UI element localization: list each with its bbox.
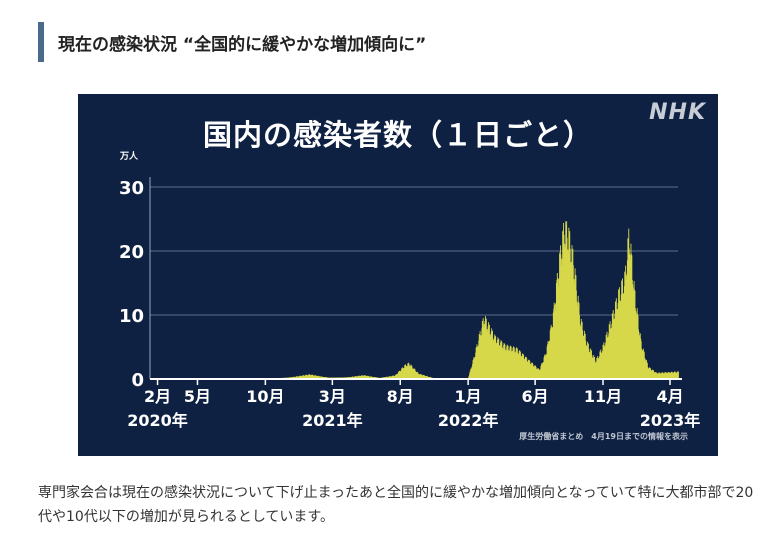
- x-tick-month-label: 1月: [455, 387, 482, 406]
- chart-panel: 国内の感染者数（１日ごと） NHK 万人 0 10 20 30 2月 2020年 5月 10月 3…: [78, 94, 718, 456]
- daily-case-bar: [402, 368, 404, 379]
- y-tick-label: 0: [131, 370, 144, 391]
- x-tick-month-label: 3月: [319, 387, 346, 406]
- nhk-logo: NHK: [649, 100, 706, 125]
- y-axis-unit-label: 万人: [119, 150, 139, 162]
- daily-case-bar: [579, 325, 581, 379]
- daily-case-bar: [678, 371, 679, 379]
- chart-plot-area: 万人 0 10 20 30 2月 2020年 5月 10月 3月 2021年 8月 1月 2022年 6月 1…: [119, 150, 701, 430]
- x-tick-month-label: 10月: [246, 387, 284, 406]
- daily-case-bar: [523, 359, 525, 379]
- daily-case-bar: [362, 375, 364, 379]
- daily-case-bar: [577, 295, 579, 379]
- daily-case-bar: [510, 346, 512, 379]
- daily-case-bar: [532, 362, 533, 379]
- daily-case-bar: [397, 373, 399, 379]
- x-tick-month-label: 2月: [144, 387, 171, 406]
- daily-case-bar: [420, 374, 422, 379]
- daily-case-bar: [318, 375, 320, 379]
- daily-case-bar: [547, 341, 549, 379]
- article-body-text: 専門家会合は現在の感染状況について下げ止まったあと全国的に緩やかな増加傾向となっ…: [38, 485, 754, 525]
- daily-case-bar: [366, 376, 368, 379]
- daily-case-bar: [545, 356, 547, 379]
- daily-case-bar: [479, 333, 481, 379]
- daily-case-bar: [567, 252, 569, 379]
- daily-case-bar: [541, 362, 543, 379]
- source-note: 厚生労働省まとめ 4月19日までの情報を表示: [519, 432, 688, 441]
- y-tick-label: 20: [119, 242, 144, 263]
- x-tick-year-label: 2021年: [302, 411, 363, 430]
- y-tick-label: 10: [119, 306, 144, 327]
- daily-case-bar: [557, 278, 559, 379]
- section-heading: 現在の感染状況 “全国的に緩やかな増加傾向に”: [38, 22, 426, 62]
- daily-case-bar: [552, 327, 554, 379]
- daily-case-bar: [305, 374, 307, 379]
- daily-case-bar: [562, 231, 564, 379]
- daily-case-bar: [505, 349, 507, 379]
- x-tick-month-label: 6月: [522, 387, 549, 406]
- daily-case-bar: [370, 376, 372, 379]
- daily-case-bar: [528, 359, 530, 379]
- daily-case-bar: [512, 346, 514, 379]
- daily-case-bar: [300, 376, 302, 379]
- daily-case-bar: [530, 364, 532, 379]
- x-tick-month-label: 8月: [387, 387, 414, 406]
- daily-case-bar: [307, 375, 309, 379]
- daily-case-bar: [474, 357, 476, 379]
- daily-case-bar: [546, 353, 548, 379]
- x-tick-month-label: 11月: [584, 387, 622, 406]
- daily-case-bar: [496, 342, 497, 379]
- daily-case-bar: [563, 222, 564, 379]
- daily-case-bar: [536, 369, 538, 379]
- x-tick-month-label: 5月: [184, 387, 211, 406]
- daily-case-bar: [586, 345, 588, 379]
- daily-case-bar: [496, 340, 498, 379]
- daily-case-bar: [389, 376, 391, 379]
- daily-case-bar: [570, 263, 572, 379]
- daily-case-bar: [575, 274, 576, 379]
- daily-case-bar: [407, 363, 409, 379]
- daily-case-bar: [394, 375, 395, 379]
- daily-case-bar: [549, 330, 551, 379]
- daily-case-bar: [353, 376, 355, 379]
- daily-case-bar: [306, 374, 308, 379]
- daily-case-bar: [295, 376, 297, 379]
- y-tick-label: 30: [119, 178, 144, 199]
- daily-case-bar: [559, 252, 561, 379]
- daily-case-bar: [500, 341, 502, 379]
- chart-title: 国内の感染者数（１日ごと）: [202, 118, 593, 152]
- daily-case-bar: [525, 357, 527, 379]
- x-tick-year-label: 2022年: [438, 411, 499, 430]
- daily-case-bar: [482, 318, 484, 379]
- daily-case-bar: [572, 265, 574, 379]
- daily-case-bar: [487, 326, 489, 379]
- daily-case-bar: [313, 375, 315, 379]
- x-tick-month-label: 4月: [656, 387, 683, 406]
- daily-case-bar: [518, 351, 520, 379]
- daily-case-bar: [415, 372, 417, 379]
- x-tick-year-label: 2020年: [127, 411, 188, 430]
- daily-case-bar: [513, 347, 515, 379]
- daily-case-bar: [469, 371, 471, 379]
- daily-case-bar: [581, 322, 583, 379]
- daily-case-bar: [492, 339, 494, 379]
- daily-case-bar: [425, 376, 426, 379]
- daily-case-bar: [411, 367, 413, 379]
- daily-case-bar: [554, 310, 556, 379]
- x-tick-year-label: 2023年: [640, 411, 701, 430]
- daily-case-bar: [358, 375, 359, 379]
- daily-case-bar: [308, 374, 310, 379]
